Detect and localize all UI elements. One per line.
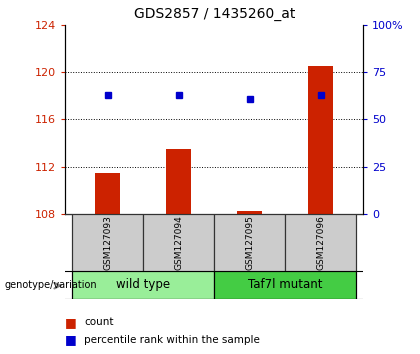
Text: GSM127095: GSM127095 bbox=[245, 215, 254, 270]
Text: ■: ■ bbox=[65, 333, 77, 346]
Bar bbox=[95, 173, 120, 214]
Text: genotype/variation: genotype/variation bbox=[4, 280, 97, 290]
Text: count: count bbox=[84, 317, 113, 327]
Text: GSM127094: GSM127094 bbox=[174, 215, 183, 270]
Text: percentile rank within the sample: percentile rank within the sample bbox=[84, 335, 260, 345]
Bar bbox=[237, 211, 262, 214]
Bar bbox=[72, 214, 143, 271]
Bar bbox=[166, 149, 191, 214]
Bar bbox=[143, 214, 214, 271]
Text: GSM127096: GSM127096 bbox=[316, 215, 325, 270]
Bar bbox=[308, 66, 333, 214]
Bar bbox=[285, 214, 356, 271]
Text: ■: ■ bbox=[65, 316, 77, 329]
Bar bbox=[214, 271, 356, 299]
Text: Taf7l mutant: Taf7l mutant bbox=[248, 279, 323, 291]
Title: GDS2857 / 1435260_at: GDS2857 / 1435260_at bbox=[134, 7, 295, 21]
Text: wild type: wild type bbox=[116, 279, 170, 291]
Bar bbox=[214, 214, 285, 271]
Bar bbox=[72, 271, 214, 299]
Text: GSM127093: GSM127093 bbox=[103, 215, 112, 270]
